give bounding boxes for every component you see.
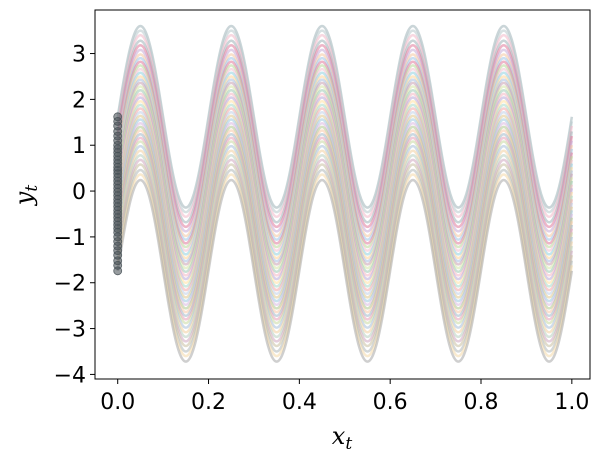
x-tick-label: 1.0: [554, 390, 589, 415]
start-marker: [113, 162, 123, 172]
start-marker: [113, 127, 123, 136]
start-marker: [113, 246, 123, 256]
y-tick-label: −1: [54, 226, 86, 251]
start-marker: [113, 116, 123, 126]
y-axis-label: yt: [10, 185, 42, 207]
y-tick-label: 2: [72, 88, 86, 113]
start-marker: [113, 227, 123, 237]
plot-frame: [94, 9, 591, 380]
y-tick-label: −2: [54, 272, 86, 297]
x-tick-label: 0.4: [282, 390, 317, 415]
x-axis: 0.0 0.2 0.4 0.6 0.8 1.0: [100, 379, 589, 415]
y-tick-label: 3: [72, 43, 86, 68]
start-marker: [113, 241, 123, 251]
start-marker: [113, 131, 123, 141]
x-tick-label: 0.0: [100, 390, 135, 415]
y-axis: −4 −3 −2 −1 0 1 2 3: [54, 43, 95, 388]
start-marker: [113, 237, 123, 246]
start-marker: [113, 112, 123, 122]
series-lines: [116, 24, 574, 363]
start-markers: [113, 112, 123, 276]
y-tick-label: −4: [54, 363, 86, 388]
start-marker: [113, 232, 123, 242]
series-line: [116, 178, 574, 363]
start-marker: [113, 256, 123, 266]
y-tick-label: −3: [54, 318, 86, 343]
start-marker: [113, 166, 123, 175]
x-tick-label: 0.8: [464, 390, 499, 415]
y-tick-label: 1: [72, 134, 86, 159]
y-tick-label: 0: [72, 180, 86, 205]
x-tick-label: 0.2: [191, 390, 226, 415]
x-axis-label: xt: [332, 422, 353, 454]
start-marker: [113, 266, 123, 276]
x-tick-label: 0.6: [373, 390, 408, 415]
